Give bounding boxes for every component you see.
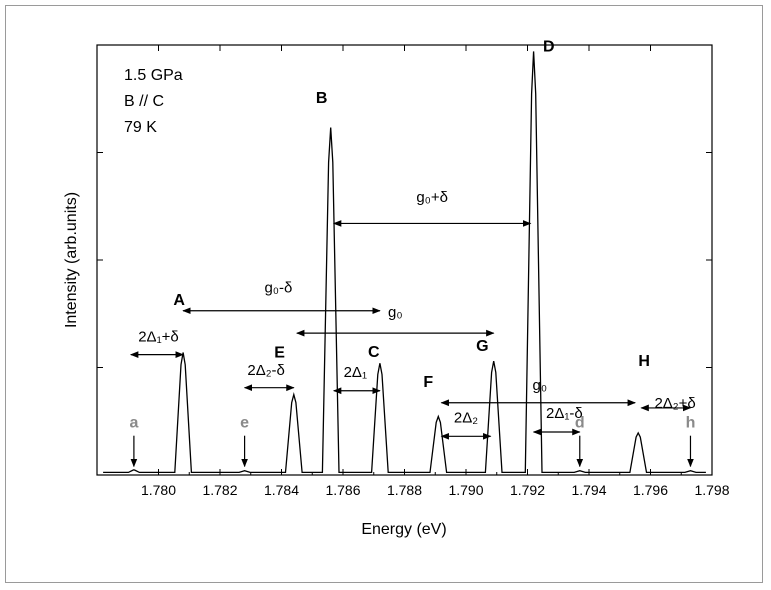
x-tick-label-6: 1.792	[510, 482, 545, 498]
x-axis-label: Energy (eV)	[361, 521, 446, 538]
figure-frame	[5, 5, 763, 583]
plot-area	[96, 44, 713, 476]
x-tick-label-1: 1.782	[202, 482, 237, 498]
annotation-label-4: 2Δ₂-δ	[247, 362, 285, 379]
annotation-label-7: 2Δ₂	[454, 410, 478, 427]
x-tick-label-4: 1.788	[387, 482, 422, 498]
conditions-block: 1.5 GPa B // C 79 K	[124, 67, 183, 136]
x-tick-label-3: 1.786	[325, 482, 360, 498]
annotation-label-3: 2Δ₁+δ	[138, 329, 179, 346]
annotation-label-2: g₀	[388, 304, 403, 321]
annotation-label-0: g₀+δ	[416, 189, 448, 206]
peak-labels: a Ae E B C F G Dd Hh	[129, 38, 696, 468]
x-ticks: 1.780 1.782 1.784 1.786 1.788 1.790 1.792 1.794…	[141, 45, 730, 498]
condition-temperature: 79 K	[124, 119, 157, 136]
condition-field: B // C	[124, 93, 164, 110]
x-tick-label-5: 1.790	[448, 482, 483, 498]
x-tick-label-7: 1.794	[571, 482, 606, 498]
peak-label-e: e	[240, 415, 249, 432]
peak-label-E: E	[274, 345, 285, 362]
condition-pressure: 1.5 GPa	[124, 67, 183, 84]
annotation-label-6: g₀	[533, 377, 548, 394]
x-tick-label-8: 1.796	[633, 482, 668, 498]
x-tick-label-9: 1.798	[694, 482, 729, 498]
peak-label-d: d	[575, 415, 585, 432]
x-tick-label-2: 1.784	[264, 482, 299, 498]
peak-label-H: H	[638, 353, 650, 370]
annotation-arrows: g₀+δ g₀-δ g₀ 2Δ₁+δ 2Δ₂-δ 2Δ₁ g₀ 2Δ₂ 2Δ₁-δ 2Δ₂+δ	[129, 189, 696, 440]
peak-label-h: h	[686, 415, 696, 432]
peak-label-G: G	[476, 338, 488, 355]
peak-label-F: F	[423, 374, 433, 391]
y-axis-label: Intensity (arb.units)	[63, 192, 80, 328]
annotation-label-9: 2Δ₂+δ	[654, 395, 695, 412]
annotation-label-1: g₀-δ	[264, 279, 292, 296]
annotation-label-5: 2Δ₁	[344, 364, 367, 381]
peak-label-C: C	[368, 344, 380, 361]
x-tick-label-0: 1.780	[141, 482, 176, 498]
spectrum-line	[103, 51, 706, 474]
peak-label-a: a	[129, 415, 138, 432]
peak-label-A: A	[173, 292, 185, 309]
peak-label-D: D	[543, 38, 555, 55]
y-ticks	[97, 44, 712, 368]
peak-label-B: B	[316, 90, 328, 107]
annotation-label-8: 2Δ₁-δ	[546, 405, 583, 422]
